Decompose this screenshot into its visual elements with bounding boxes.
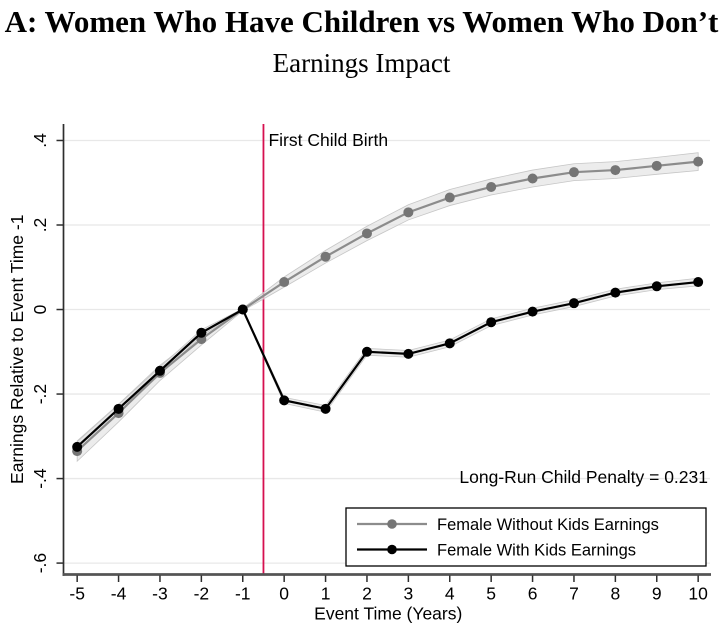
marker-series-1-x-3 — [154, 365, 165, 376]
marker-series-1-x4 — [444, 338, 455, 349]
marker-series-0-x9 — [651, 160, 662, 171]
x-tick-label-9: 9 — [652, 584, 662, 604]
y-tick-label-.2: .2 — [30, 218, 50, 233]
x-tick-label-6: 6 — [528, 584, 538, 604]
x-axis-title: Event Time (Years) — [314, 604, 462, 624]
chart-title: A: Women Who Have Children vs Women Who … — [4, 4, 719, 39]
marker-series-1-x0 — [279, 395, 290, 406]
marker-series-0-x6 — [527, 173, 538, 184]
y-tick-label-.4: .4 — [30, 133, 50, 148]
marker-series-1-x8 — [610, 287, 621, 298]
x-tick-label-2: 2 — [362, 584, 372, 604]
marker-series-0-x2 — [361, 228, 372, 239]
y-tick-label-0: 0 — [30, 304, 50, 314]
marker-series-1-x-2 — [196, 327, 207, 338]
marker-series-0-x8 — [610, 165, 621, 176]
x-tick-label--1: -1 — [235, 584, 251, 604]
legend-label-1: Female With Kids Earnings — [437, 542, 636, 560]
y-tick-label--.2: -.2 — [30, 384, 50, 404]
legend-box — [345, 507, 707, 567]
legend-marker-1 — [387, 544, 397, 555]
y-tick-label--.4: -.4 — [30, 468, 50, 489]
x-tick-label--3: -3 — [152, 584, 168, 604]
marker-series-0-x10 — [693, 156, 704, 167]
marker-series-1-x-5 — [72, 441, 83, 452]
x-tick-label-1: 1 — [321, 584, 331, 604]
marker-series-0-x4 — [444, 192, 455, 203]
legend-label-0: Female Without Kids Earnings — [437, 516, 659, 534]
x-tick-label--5: -5 — [69, 584, 85, 604]
y-tick-label--.6: -.6 — [30, 553, 50, 573]
series-line-0 — [76, 160, 699, 452]
x-tick-label-4: 4 — [445, 584, 455, 604]
marker-series-1-x3 — [403, 348, 414, 359]
marker-series-1-x6 — [527, 306, 538, 317]
marker-series-0-x5 — [486, 181, 497, 192]
marker-series-1-x1 — [320, 403, 331, 414]
legend-marker-0 — [387, 519, 397, 529]
chart-subtitle: Earnings Impact — [272, 48, 451, 78]
x-tick-label-5: 5 — [486, 584, 496, 604]
marker-series-1-x-4 — [113, 403, 124, 414]
x-tick-label-8: 8 — [610, 584, 620, 604]
x-tick-label--4: -4 — [111, 584, 127, 604]
marker-series-0-x3 — [403, 207, 414, 218]
x-tick-label-0: 0 — [279, 584, 289, 604]
series-line-1 — [76, 280, 699, 448]
marker-series-1-x10 — [693, 277, 704, 288]
x-tick-label-7: 7 — [569, 584, 579, 604]
marker-series-0-x0 — [279, 277, 290, 288]
marker-series-0-x7 — [568, 167, 579, 178]
x-tick-label-10: 10 — [688, 584, 708, 604]
marker-series-1-x-1 — [237, 304, 248, 315]
marker-series-1-x9 — [651, 281, 662, 292]
marker-series-1-x5 — [486, 317, 497, 328]
first-child-birth-label: First Child Birth — [268, 130, 388, 150]
marker-series-0-x1 — [320, 251, 331, 262]
x-tick-label-3: 3 — [403, 584, 413, 604]
marker-series-1-x7 — [568, 298, 579, 309]
legend: Female Without Kids Earnings Female With … — [345, 507, 707, 567]
ci-band-series-0 — [76, 152, 699, 463]
long-run-child-penalty-annotation: Long-Run Child Penalty = 0.231 — [459, 467, 708, 487]
x-tick-label--2: -2 — [194, 584, 210, 604]
marker-series-1-x2 — [361, 346, 372, 357]
y-axis-title: Earnings Relative to Event Time -1 — [7, 215, 27, 484]
